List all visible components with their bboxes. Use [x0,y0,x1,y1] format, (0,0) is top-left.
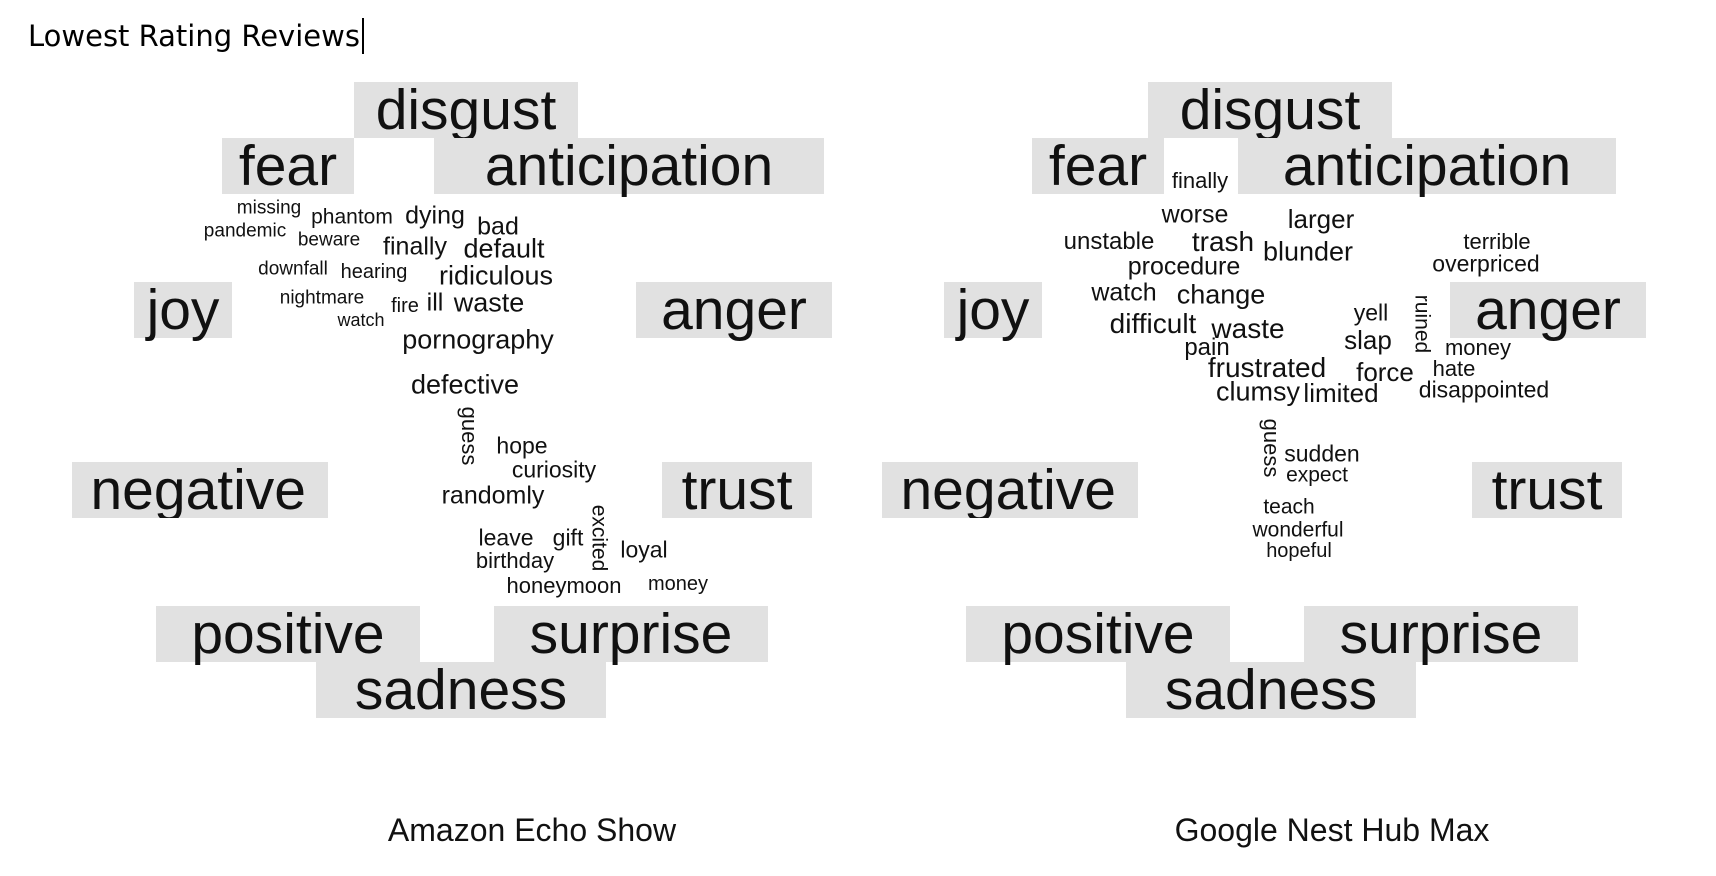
word: honeymoon [506,573,622,598]
word: teach [1263,495,1315,519]
word: hate [1432,356,1476,381]
word: bad [477,212,519,241]
text-cursor [361,18,364,54]
document-title-text: Lowest Rating Reviews [28,19,360,53]
word: money [1444,335,1512,360]
word: wonderful [1252,518,1344,542]
word: overpriced [1432,250,1540,277]
category-negative: negative [882,462,1138,518]
word: hopeful [1266,540,1332,562]
word: waste [1211,313,1285,344]
word: pain [1184,334,1230,361]
word: phantom [311,205,393,229]
word: watch [337,310,385,330]
category-anger: anger [1450,282,1646,339]
word: blunder [1262,236,1354,267]
category-joy: joy [944,282,1042,339]
word: ill [426,288,444,317]
word: worse [1161,200,1229,229]
word: pandemic [203,220,287,242]
word-cloud-google-nest-hub-max: disgust fear anticipation joy anger nega… [858,70,1716,730]
category-sadness: sadness [316,662,606,719]
word: change [1176,279,1266,310]
category-positive: positive [966,606,1230,663]
word: hearing [340,261,408,283]
word: guess [457,406,482,466]
category-fear: fear [222,138,354,195]
caption-google-nest-hub-max: Google Nest Hub Max [1174,812,1490,848]
category-trust: trust [662,462,812,519]
category-disgust: disgust [354,82,578,139]
document-title[interactable]: Lowest Rating Reviews [28,16,364,56]
word: leave [478,524,534,551]
word: unstable [1063,228,1155,255]
category-sadness: sadness [1126,662,1416,719]
word: nightmare [279,287,365,309]
word: larger [1287,204,1355,234]
word: procedure [1127,252,1241,281]
word: birthday [475,548,555,573]
word: limited [1303,378,1379,408]
category-anger: anger [636,282,832,339]
word: frustrated [1207,352,1327,383]
word: clumsy [1215,376,1301,407]
category-surprise: surprise [494,606,768,663]
word: force [1356,357,1414,387]
word: fire [391,295,419,317]
word: pornography [402,324,554,355]
word: ridiculous [438,260,554,291]
word: default [463,233,545,264]
word: hope [496,432,548,459]
category-fear: fear [1032,138,1164,195]
word: excited [587,504,611,572]
word: disappointed [1418,376,1550,403]
category-negative: negative [72,462,328,518]
word: ruined [1410,294,1434,354]
category-trust: trust [1472,462,1622,519]
category-positive: positive [156,606,420,663]
word: randomly [441,481,545,510]
word: guess [1259,418,1284,478]
word: finally [383,232,447,261]
word: trash [1191,226,1255,257]
word: dying [405,201,465,230]
word: downfall [258,258,328,280]
word: loyal [620,536,668,563]
word: curiosity [511,456,597,483]
word: sudden [1284,440,1360,467]
word-cloud-amazon-echo-show: disgust fear anticipation joy anger nega… [0,70,858,730]
category-anticipation: anticipation [1238,138,1616,195]
category-surprise: surprise [1304,606,1578,663]
category-disgust: disgust [1148,82,1392,139]
word: difficult [1109,308,1197,339]
category-joy: joy [134,282,232,339]
word: terrible [1463,229,1531,254]
word: waste [453,287,525,318]
category-anticipation: anticipation [434,138,824,195]
word: beware [297,229,361,251]
caption-amazon-echo-show: Amazon Echo Show [387,812,677,848]
word: expect [1286,463,1348,487]
word: missing [236,197,302,219]
word: money [647,573,709,595]
word: watch [1091,278,1157,307]
word: finally [1171,168,1229,193]
word: yell [1353,299,1389,326]
word: defective [410,369,520,400]
word: gift [552,524,584,551]
word: slap [1344,325,1392,355]
